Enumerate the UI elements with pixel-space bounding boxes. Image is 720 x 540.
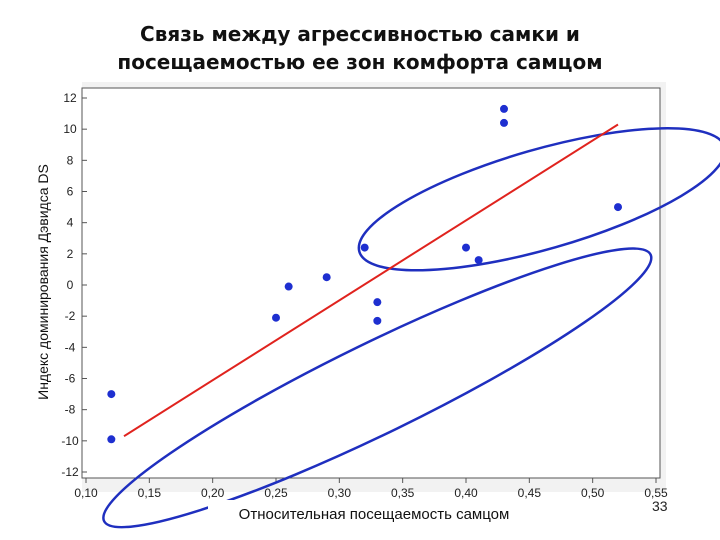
plot-frame: [81, 87, 661, 479]
data-point: [373, 316, 382, 325]
chart-title: Связь между агрессивностью самки и посещ…: [60, 20, 660, 76]
slide-number: 33: [652, 498, 668, 514]
x-tick-label: 0,35: [391, 486, 415, 500]
data-point: [500, 118, 508, 127]
y-tick-label: 2: [67, 247, 74, 261]
data-point: [107, 390, 116, 399]
data-point: [462, 243, 470, 252]
x-tick-label: 0,10: [74, 486, 98, 500]
regression-line-group: [123, 123, 619, 438]
data-point: [614, 203, 622, 212]
y-tick-label: -4: [65, 340, 76, 354]
x-label-bg: [208, 500, 538, 524]
data-point: [284, 282, 293, 291]
x-tick-label: 0,20: [201, 486, 225, 500]
data-point: [360, 243, 369, 252]
y-tick-label: -10: [61, 434, 79, 448]
chart-title-line2: посещаемостью ее зон комфорта самцом: [117, 50, 603, 74]
y-tick-label: -6: [65, 372, 76, 386]
ellipses: [102, 127, 720, 529]
y-tick-label: 4: [67, 216, 74, 230]
x-tick-label: 0,25: [264, 486, 288, 500]
data-points: [107, 104, 622, 444]
regression-line: [123, 123, 619, 438]
y-tick-label: -12: [61, 465, 79, 479]
x-tick-label: 0,30: [328, 486, 352, 500]
data-point: [272, 313, 280, 322]
group-ellipse-2: [357, 127, 720, 272]
y-tick-label: 8: [67, 153, 74, 167]
x-tick-label: 0,15: [138, 486, 162, 500]
y-tick-label: 0: [67, 278, 74, 292]
x-axis: 0,10 0,15 0,20 0,25 0,30 0,35 0,40 0,45 0,50 0,55: [74, 478, 668, 500]
y-tick-label: 6: [67, 185, 74, 199]
data-point: [322, 273, 331, 282]
y-axis-label: Индекс доминирования Дэвидса DS: [35, 164, 51, 400]
chart-title-line1: Связь между агрессивностью самки и: [140, 22, 580, 46]
x-tick-label: 0,45: [518, 486, 542, 500]
y-tick-label: 12: [63, 91, 77, 105]
y-tick-label: 10: [63, 122, 77, 136]
y-tick-label: -8: [65, 403, 76, 417]
x-tick-label: 0,40: [454, 486, 478, 500]
data-point: [373, 298, 382, 307]
data-point: [107, 435, 116, 444]
data-point: [474, 256, 483, 265]
y-tick-label: -2: [65, 309, 76, 323]
group-ellipse-1: [102, 247, 653, 529]
x-axis-label: Относительная посещаемость самцом: [239, 506, 510, 523]
x-tick-label: 0,50: [581, 486, 605, 500]
x-tick-label: 0,55: [644, 486, 668, 500]
y-axis: 12 10 8 6 4 2 0 -2 -4 -6 -8 -10 -12: [61, 91, 87, 479]
data-point: [500, 104, 508, 113]
